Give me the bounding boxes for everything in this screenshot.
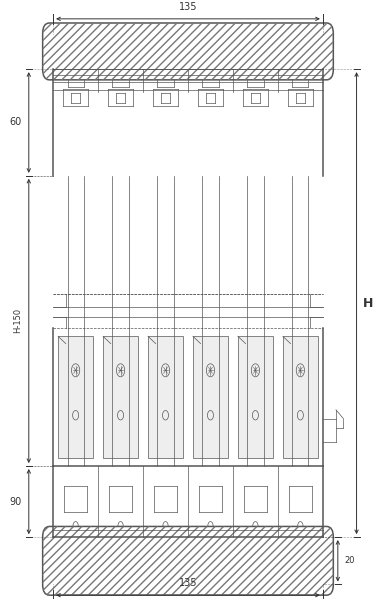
Bar xyxy=(238,337,273,458)
Text: 60: 60 xyxy=(10,118,22,127)
Bar xyxy=(58,337,93,458)
Bar xyxy=(148,337,183,458)
Text: 90: 90 xyxy=(10,497,22,506)
FancyBboxPatch shape xyxy=(43,23,333,80)
Text: 20: 20 xyxy=(345,556,355,565)
Bar xyxy=(193,337,228,458)
Text: 135: 135 xyxy=(179,578,197,588)
FancyBboxPatch shape xyxy=(43,526,333,595)
Text: H-150: H-150 xyxy=(13,308,22,334)
Text: 135: 135 xyxy=(179,2,197,12)
Text: H: H xyxy=(363,296,374,310)
Bar xyxy=(283,337,318,458)
Bar xyxy=(103,337,138,458)
